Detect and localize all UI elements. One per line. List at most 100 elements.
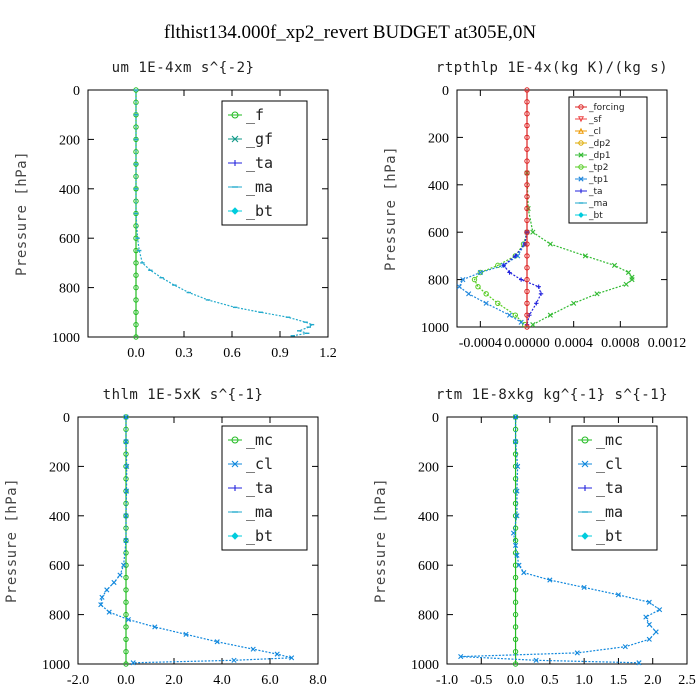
x-tick-label: 0.0012	[648, 336, 687, 351]
legend-marker-forcing	[578, 104, 584, 110]
x-tick-label: 8.0	[309, 673, 327, 688]
x-tick-label: 0.0004	[554, 336, 593, 351]
figure-title: flthist134.000f_xp2_revert BUDGET at305E…	[164, 22, 536, 43]
x-tick-label: 0.00000	[504, 336, 550, 351]
data-point-tp1	[506, 312, 513, 318]
data-point-forcing	[524, 193, 530, 200]
y-tick-label: 200	[49, 460, 70, 475]
data-point-tp2	[483, 291, 489, 297]
legend: _mc _cl _ta _ma _bt	[221, 425, 308, 551]
y-tick-label: 0	[63, 411, 70, 426]
legend-label: _dp2	[588, 139, 611, 149]
legend-marker-sf	[577, 116, 585, 123]
data-point-forcing	[524, 241, 530, 247]
y-tick-label: 400	[59, 183, 80, 198]
data-point-cl	[183, 631, 189, 637]
data-point-cl	[214, 639, 220, 645]
data-point-mc	[123, 463, 129, 470]
x-tick-label: 2.5	[678, 673, 696, 688]
data-point-forcing	[524, 300, 530, 306]
x-tick-label: 1.2	[319, 346, 337, 361]
y-tick-label: 600	[428, 226, 449, 241]
legend-marker-tp1	[578, 176, 584, 182]
data-point-tp1	[460, 277, 466, 283]
x-tick-label: 0.0	[127, 346, 145, 361]
legend-marker-cl	[231, 460, 239, 468]
data-point-mc	[123, 574, 129, 581]
legend-label: _cl	[588, 127, 601, 137]
data-point-tp2	[471, 276, 478, 283]
data-point-tp1	[477, 269, 483, 276]
data-point-forcing	[524, 111, 530, 117]
data-point-mc	[512, 513, 519, 519]
data-point-small_ta	[513, 253, 518, 259]
data-point-tp1	[456, 284, 462, 290]
data-point-small_ta	[538, 291, 544, 297]
data-point-dp1	[625, 269, 632, 276]
x-tick-label: 4.0	[213, 673, 231, 688]
data-point-mc	[123, 513, 129, 519]
data-point-mc	[512, 661, 519, 667]
legend-marker-bt	[581, 532, 589, 540]
data-point-forcing	[524, 146, 530, 152]
legend-label: _f	[246, 106, 264, 124]
legend-label: _tp1	[588, 175, 608, 185]
y-tick-label: 1000	[52, 331, 80, 346]
data-point-cl	[289, 655, 295, 661]
plot-frame	[446, 416, 688, 665]
y-tick-label: 0	[432, 411, 439, 426]
data-point-forcing	[524, 99, 530, 105]
data-point-cl	[533, 657, 539, 663]
panel-title: um 1E-4xm s^{-2}	[112, 60, 255, 76]
data-point-cl	[121, 562, 127, 568]
data-point-cl	[104, 587, 110, 593]
legend: _mc _cl _ta _ma _bt	[571, 425, 658, 551]
legend-label: _ma	[246, 178, 273, 196]
data-point-f	[133, 334, 139, 340]
data-point-forcing	[524, 158, 530, 164]
data-point-forcing	[524, 229, 530, 235]
data-point-mc	[512, 587, 519, 593]
data-point-tp2	[477, 269, 484, 276]
data-point-mc	[512, 525, 519, 531]
legend-marker-ta	[582, 485, 588, 491]
data-point-cl	[250, 646, 256, 652]
data-point-small_ta	[507, 270, 512, 275]
series-line-cl	[460, 417, 661, 664]
data-point-small_ta	[536, 284, 541, 289]
data-point-tp2	[495, 300, 501, 306]
legend-marker-mc	[581, 436, 589, 444]
data-point-cl	[646, 636, 652, 642]
data-point-f	[133, 309, 139, 315]
x-tick-label: -0.5	[470, 673, 492, 688]
data-point-cl	[124, 463, 130, 469]
data-point-mc	[512, 574, 519, 581]
data-point-cl	[515, 463, 521, 469]
legend-label: _ta	[246, 154, 273, 172]
legend-label: _mc	[246, 431, 273, 449]
y-tick-label: 600	[59, 232, 80, 247]
legend-label: _ta	[246, 479, 273, 497]
y-axis-label: Pressure [hPa]	[383, 146, 399, 271]
x-tick-label: 0.0008	[601, 336, 640, 351]
data-point-forcing	[524, 122, 530, 129]
data-point-cl	[514, 513, 520, 519]
legend-label: _dp1	[588, 151, 611, 161]
data-point-mc	[512, 414, 519, 420]
legend-marker-dp1	[578, 152, 584, 158]
x-tick-label: 0.3	[175, 346, 193, 361]
legend-label: _cl	[596, 455, 623, 473]
y-tick-label: 0	[73, 84, 80, 99]
data-point-forcing	[524, 324, 530, 330]
y-tick-label: 200	[418, 460, 439, 475]
data-point-mc	[512, 636, 519, 642]
x-tick-label: 0.6	[223, 346, 241, 361]
legend-label: _sf	[588, 115, 602, 125]
data-point-f	[133, 284, 139, 291]
legend-marker-small_bt	[578, 212, 584, 218]
data-point-forcing	[524, 87, 530, 93]
panel-thlm: thlm 1E-5xK s^{-1} Pressure [hPa] 0 200 400 6…	[4, 387, 327, 688]
data-point-cl	[581, 584, 587, 591]
data-point-mc	[123, 636, 129, 642]
panel-rtm: rtm 1E-8xkg kg^{-1} s^{-1} Pressure [hPa]…	[373, 387, 696, 688]
